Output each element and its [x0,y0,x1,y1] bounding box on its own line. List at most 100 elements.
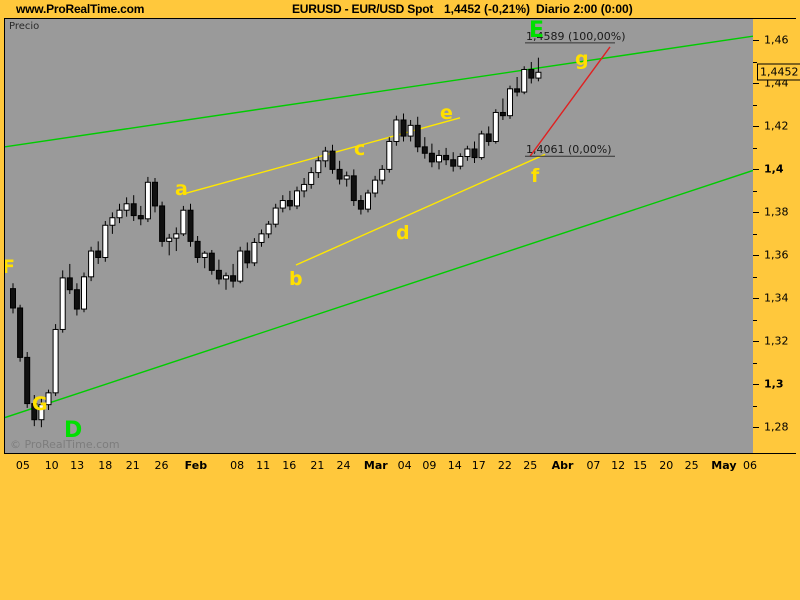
candle[interactable] [66,263,73,295]
candle-body [109,217,116,226]
candle[interactable] [244,242,251,269]
candle[interactable] [528,61,535,84]
candle[interactable] [24,352,31,408]
annotation-label-f[interactable]: f [531,165,540,187]
trendline-wedge-upper-a-c-e[interactable] [182,117,461,195]
candle[interactable] [166,233,173,256]
candle[interactable] [137,205,144,226]
candle[interactable] [329,144,336,174]
candle-body [343,175,350,180]
trendline-upper-green-channel[interactable] [5,35,753,148]
candle[interactable] [507,85,513,119]
candle[interactable] [237,246,244,284]
annotation-label-d[interactable]: d [396,222,410,244]
candle[interactable] [194,236,201,263]
candle[interactable] [443,147,450,166]
candle[interactable] [173,227,180,252]
candle[interactable] [81,272,87,313]
current-price-box[interactable]: 1,4452 [757,63,800,81]
candle[interactable] [393,115,400,146]
candle[interactable] [350,169,357,206]
candle[interactable] [301,177,308,198]
candle[interactable] [386,137,393,173]
candle[interactable] [251,238,258,267]
date-axis[interactable]: 05 10 13 18 21 26 Feb 08 11 16 21 24 Mar 04 09 14 17 22 25… [0,455,800,477]
candle[interactable] [499,98,506,120]
price-plot-area[interactable]: Precio © ProRealTime.com 1,4589 (100,00%… [5,19,753,453]
candle-body [10,288,16,309]
annotation-label-g[interactable]: g [575,48,589,70]
annotation-label-F[interactable]: F [5,256,15,278]
candle[interactable] [31,394,38,427]
candle[interactable] [102,220,109,262]
candle[interactable] [88,246,95,282]
candle[interactable] [336,160,343,185]
candle[interactable] [215,259,222,285]
candle[interactable] [294,186,300,210]
candle[interactable] [130,195,137,221]
candle[interactable] [421,137,428,159]
candle[interactable] [322,146,329,168]
annotation-label-D[interactable]: D [64,418,83,443]
candle[interactable] [230,263,237,288]
candle[interactable] [428,143,435,168]
candle[interactable] [180,205,187,236]
candle[interactable] [187,203,194,247]
candle[interactable] [73,283,80,316]
annotation-label-E[interactable]: E [529,19,545,43]
candle[interactable] [38,398,45,428]
candle[interactable] [144,176,151,223]
watermark-label: © ProRealTime.com [10,438,120,451]
candle[interactable] [95,241,102,264]
candle[interactable] [258,229,265,247]
annotation-label-c[interactable]: c [354,138,366,160]
price-axis[interactable]: 1,46 1,44 1,42 1,4 1,38 1,36 1,34 1,32 1,3 1,28 1,… [753,19,800,453]
trendline-breakout-red-f-g[interactable] [529,46,611,157]
candle[interactable] [45,389,52,411]
candle[interactable] [272,203,279,228]
candle[interactable] [407,119,414,142]
candle[interactable] [265,220,272,239]
candle[interactable] [59,270,66,333]
candle[interactable] [343,171,350,187]
annotation-label-a[interactable]: a [175,178,188,200]
trendline-lower-green-channel[interactable] [5,169,753,419]
candle[interactable] [457,153,464,170]
candle[interactable] [450,152,457,172]
candle[interactable] [279,195,286,213]
candle[interactable] [492,109,499,144]
candle[interactable] [109,212,116,234]
annotation-label-e[interactable]: e [440,102,453,124]
candle[interactable] [52,324,59,397]
annotation-label-G[interactable]: G [32,393,48,415]
trendline-wedge-lower-b-d-f[interactable] [295,153,546,266]
candle[interactable] [471,141,478,163]
candle[interactable] [315,156,322,178]
candle[interactable] [365,189,371,213]
candle[interactable] [485,126,492,146]
candle[interactable] [208,249,215,275]
candle[interactable] [17,304,24,362]
candle[interactable] [464,145,471,161]
candle[interactable] [521,66,528,95]
candle[interactable] [400,113,407,142]
candle[interactable] [535,57,542,82]
candle[interactable] [223,272,229,290]
candle[interactable] [478,130,485,160]
candle[interactable] [201,251,208,269]
price-tick-mark [753,427,759,429]
candle[interactable] [286,190,293,211]
candle[interactable] [308,167,315,189]
candle[interactable] [123,197,130,217]
candle[interactable] [116,203,123,224]
candle[interactable] [159,201,166,247]
candle[interactable] [152,177,158,213]
candle[interactable] [414,116,421,153]
candle[interactable] [372,175,379,198]
candle[interactable] [379,165,386,185]
candle[interactable] [357,195,364,215]
candle[interactable] [10,283,16,314]
candle[interactable] [514,77,521,97]
candle[interactable] [436,150,442,170]
annotation-label-b[interactable]: b [289,268,303,290]
